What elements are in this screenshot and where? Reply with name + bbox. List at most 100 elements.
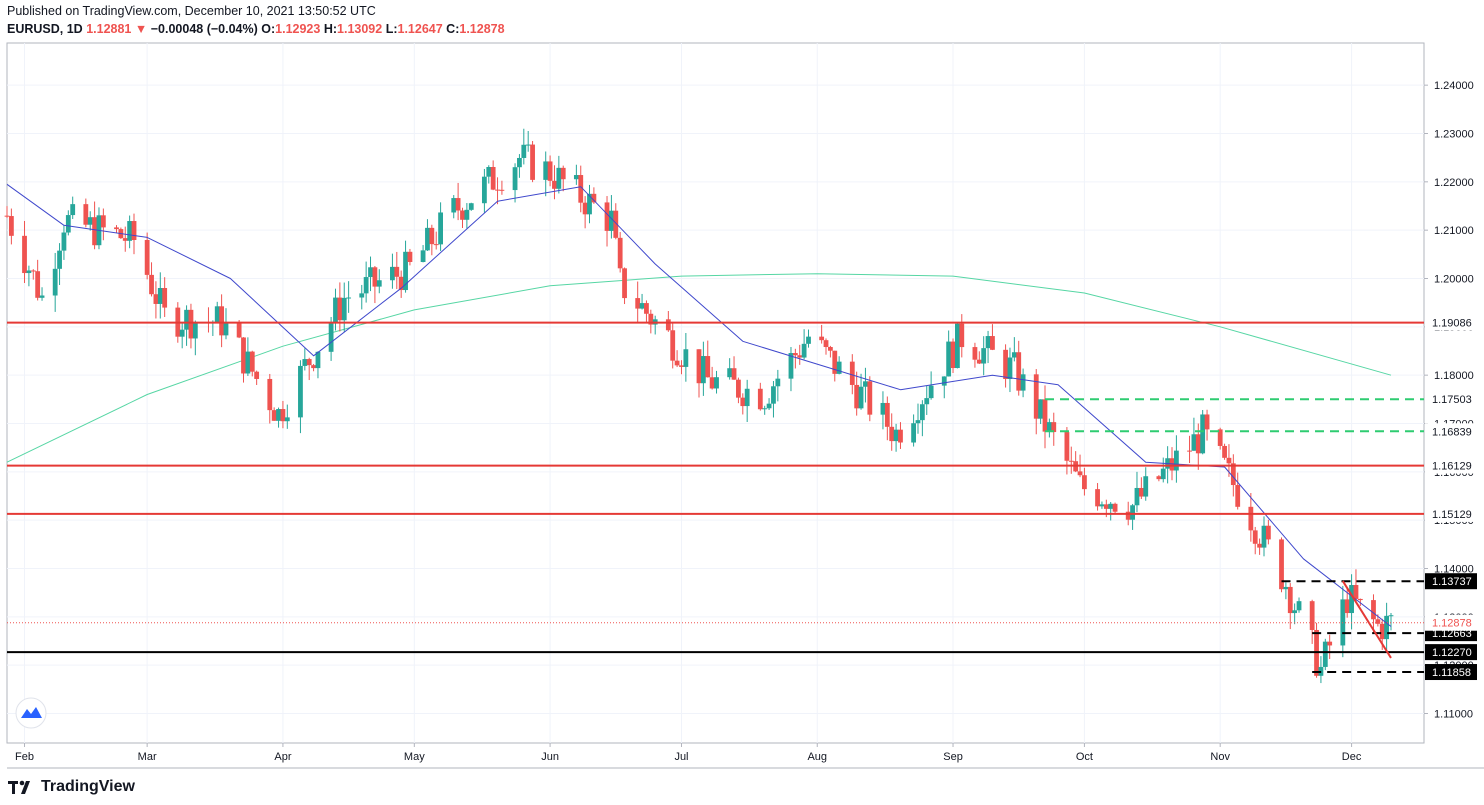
candle-up [1283,586,1289,590]
candle-up [639,303,645,309]
candle-down [1344,599,1350,614]
candle-up [70,204,76,216]
candle-down [889,426,895,442]
candle-down [665,319,671,331]
x-tick-label: Jul [674,751,688,763]
candle-down [552,180,557,189]
symbol-label: EURUSD, 1D [7,22,83,36]
candle-down [1169,458,1175,471]
candle-up [806,336,811,344]
candle-up [946,341,952,377]
candle-down [22,235,27,274]
candle-up [214,306,220,323]
x-tick-label: Nov [1210,751,1230,763]
candle-up [919,404,925,421]
y-tick-label: 1.11000 [1434,709,1473,721]
candle-down [1309,601,1315,630]
candle-down [819,336,825,341]
candle-up [315,351,321,369]
candle-down [1327,641,1333,646]
candle-down [241,337,246,374]
candle-up [771,386,776,404]
candle-down [1016,352,1022,391]
candle-down [792,353,798,356]
candle-down [613,210,619,238]
level-label-box [1425,505,1477,522]
candle-up [1322,641,1328,667]
y-tick-label: 1.21000 [1434,225,1474,237]
candle-up [359,293,365,298]
candle-up [451,198,457,213]
candle-down [736,379,741,398]
candle-down [1068,460,1074,462]
candle-up [298,365,303,418]
candle-down [1051,422,1057,433]
last-price: 1.12881 [86,22,132,36]
candle-down [1371,600,1376,620]
candle-up [1038,399,1044,419]
candle-up [924,398,930,405]
y-tick-label: 1.18000 [1434,370,1474,382]
candle-up [863,381,868,387]
candle-down [131,221,137,240]
y-tick-label: 1.24000 [1434,80,1474,92]
candle-down [849,361,855,385]
candle-up [517,157,522,168]
candle-up [1046,422,1052,432]
candle-up [543,161,549,180]
candle-down [560,167,566,180]
candle-down [1156,476,1162,480]
candle-up [464,209,470,220]
watermark-mountain [21,707,42,718]
candle-down [249,351,255,372]
candle-up [928,385,934,399]
candle-down [35,271,41,298]
candle-down [460,210,465,220]
candle-up [1261,525,1267,548]
x-tick-label: Feb [15,751,34,763]
candle-down [757,388,763,410]
candle-up [486,167,492,177]
candle-down [433,244,439,246]
candle-up [911,423,917,443]
candle-down [1287,586,1293,614]
candle-up [1007,357,1013,380]
candle-up [276,409,281,421]
candle-down [1217,429,1223,446]
candle-up [955,323,960,369]
tradingview-brand[interactable]: TradingView [7,777,135,797]
last-price-label-box [1425,614,1477,631]
candle-down [1125,511,1131,520]
candle-up [1191,434,1197,451]
candle-down [674,360,680,366]
candle-up [1349,585,1354,614]
level-label: 1.12663 [1432,628,1472,640]
level-label: 1.13737 [1432,576,1472,588]
candle-up [184,309,189,330]
high-value: 1.13092 [337,22,383,36]
candle-down [30,270,36,272]
candle-down [337,297,343,321]
candle-down [582,202,588,215]
tradingview-watermark-icon [15,697,47,729]
close-value: 1.12878 [459,22,505,36]
published-caption: Published on TradingView.com, December 1… [7,4,376,18]
candle-down [429,227,435,245]
candle-down [162,288,168,308]
candle-down [455,198,461,211]
candle-down [1357,598,1363,601]
candle-up [245,351,251,374]
candle-down [823,340,829,348]
candle-down [635,298,641,309]
candle-up [157,288,163,304]
candle-down [1257,543,1263,548]
candle-down [1042,399,1048,432]
candle-down [696,349,702,384]
candle-up [801,343,807,358]
candle-down [490,167,496,190]
low-label: L: [385,22,398,36]
candle-down [617,237,623,269]
x-tick-label: Dec [1342,751,1362,763]
candle-down [495,189,500,191]
